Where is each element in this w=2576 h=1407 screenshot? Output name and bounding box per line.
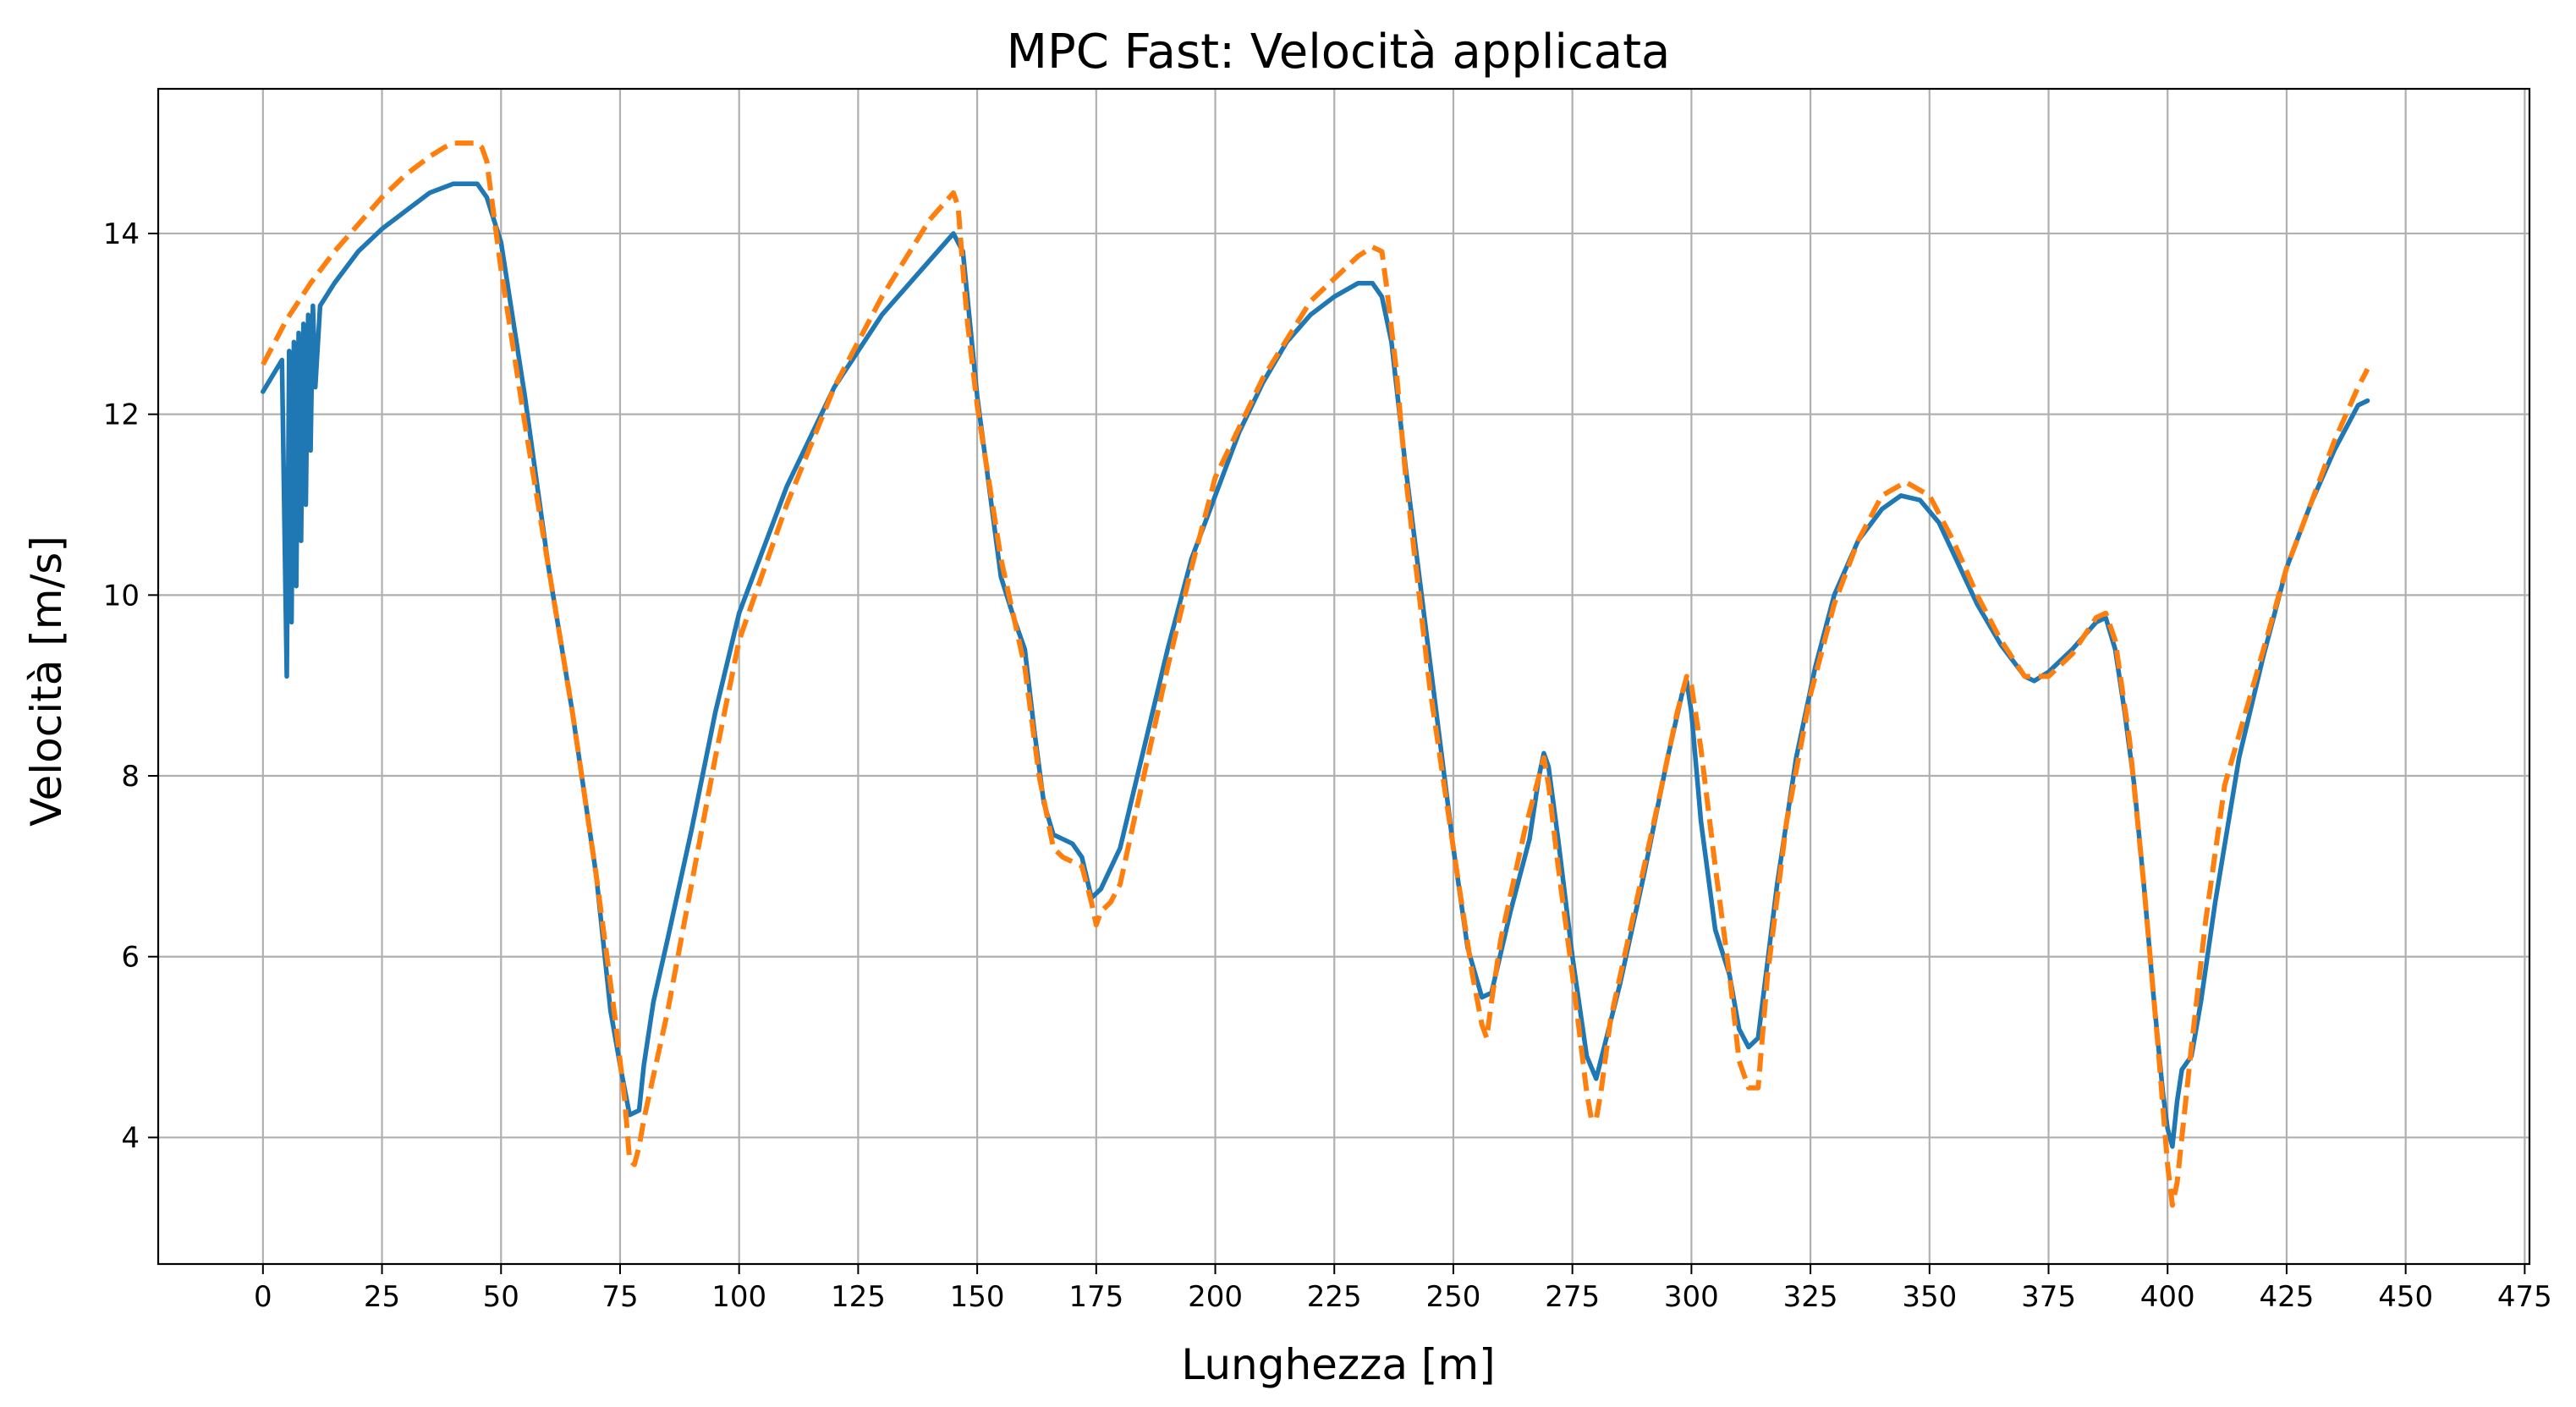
x-tick-label: 150 (950, 1280, 1005, 1314)
y-tick-label: 4 (121, 1121, 140, 1155)
y-tick-label: 10 (103, 579, 140, 613)
grid-layer (158, 89, 2529, 1264)
x-tick-label: 125 (831, 1280, 886, 1314)
x-tick-label: 25 (364, 1280, 400, 1314)
applied-velocity-line (261, 181, 2370, 1149)
x-tick-label: 250 (1426, 1280, 1481, 1314)
plot-frame (157, 87, 2531, 1266)
x-tick-label: 275 (1545, 1280, 1600, 1314)
x-tick-label: 475 (2497, 1280, 2552, 1314)
x-tick-label: 100 (711, 1280, 766, 1314)
y-tick-label: 12 (103, 398, 140, 432)
chart-title: MPC Fast: Velocità applicata (1007, 25, 1671, 80)
y-axis-label: Velocità [m/s] (22, 536, 71, 827)
x-tick-label: 75 (601, 1280, 638, 1314)
x-tick-label: 450 (2378, 1280, 2433, 1314)
y-tick-label: 6 (121, 941, 140, 975)
reference-velocity-line (261, 140, 2370, 1208)
x-axis-label: Lunghezza [m] (1181, 1340, 1495, 1389)
x-tick-label: 350 (1902, 1280, 1957, 1314)
x-tick-label: 425 (2259, 1280, 2314, 1314)
x-tick-label: 300 (1664, 1280, 1719, 1314)
x-tick-label: 50 (483, 1280, 519, 1314)
x-tick-label: 225 (1307, 1280, 1362, 1314)
x-tick-label: 200 (1188, 1280, 1243, 1314)
x-tick-label: 0 (254, 1280, 272, 1314)
y-tick-label: 8 (121, 760, 140, 794)
tick-layer: 0 25 50 75 100 125 150 175 200 225 250 275 300 325 350… (103, 217, 2552, 1314)
x-tick-label: 325 (1783, 1280, 1838, 1314)
x-tick-label: 375 (2021, 1280, 2076, 1314)
series-layer (261, 140, 2370, 1208)
x-tick-label: 175 (1068, 1280, 1123, 1314)
x-tick-label: 400 (2140, 1280, 2195, 1314)
y-tick-label: 14 (103, 217, 140, 251)
